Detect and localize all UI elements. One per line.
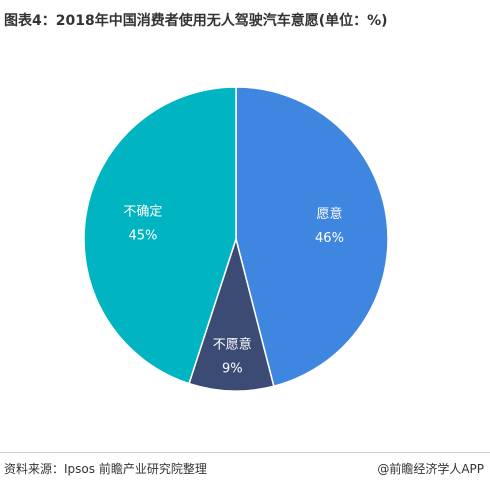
chart-title: 图表4：2018年中国消费者使用无人驾驶汽车意愿(单位：%) <box>4 13 388 29</box>
footer-divider <box>0 452 490 453</box>
slice-value-1: 9% <box>222 362 243 377</box>
pie-slice-2 <box>83 86 237 385</box>
slice-value-0: 46% <box>315 231 344 246</box>
source-note: 资料来源：Ipsos 前瞻产业研究院整理 <box>4 462 207 476</box>
pie-slice-0 <box>235 86 389 388</box>
brand-note: @前瞻经济学人APP <box>377 462 484 476</box>
slice-value-2: 45% <box>128 228 157 243</box>
slice-label-0: 愿意 <box>316 206 342 222</box>
slice-label-1: 不愿意 <box>213 337 252 353</box>
pie-slice-1 <box>188 236 275 392</box>
slice-label-2: 不确定 <box>123 204 162 219</box>
